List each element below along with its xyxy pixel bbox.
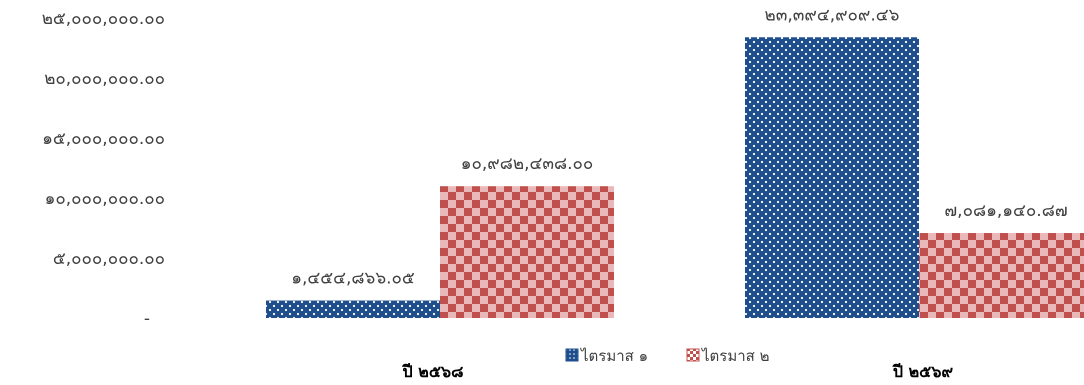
y-tick-label: ๑๕,๐๐๐,๐๐๐.๐๐ <box>42 129 165 149</box>
legend-label-q1: ไตรมาส ๑ <box>580 347 648 365</box>
x-category-label: ปี ๒๕๖๙ <box>891 362 953 381</box>
x-category-label: ปี ๒๕๖๘ <box>401 362 463 381</box>
legend-swatch-q1 <box>565 348 579 362</box>
bar-q2 <box>919 233 1084 318</box>
y-tick-label: - <box>144 309 150 329</box>
legend-label-q2: ไตรมาส ๒ <box>701 347 769 365</box>
bars-group <box>266 37 1084 319</box>
x-axis: ปี ๒๕๖๘ ปี ๒๕๖๙ <box>401 362 953 381</box>
data-label: ๒๓,๓๙๔,๙๐๙.๔๖ <box>765 5 900 25</box>
y-tick-label: ๕,๐๐๐,๐๐๐.๐๐ <box>53 249 165 269</box>
data-label: ๗,๐๘๑,๑๔๐.๘๗ <box>944 201 1067 221</box>
data-label: ๑๐,๙๘๒,๔๓๘.๐๐ <box>461 154 594 174</box>
y-tick-label: ๒๕,๐๐๐,๐๐๐.๐๐ <box>42 9 165 29</box>
data-label: ๑,๔๕๔,๘๖๖.๐๕ <box>291 269 415 289</box>
data-labels-group: ๑,๔๕๔,๘๖๖.๐๕ ๑๐,๙๘๒,๔๓๘.๐๐ ๒๓,๓๙๔,๙๐๙.๔๖๗,… <box>291 5 1067 288</box>
y-axis: - ๕,๐๐๐,๐๐๐.๐๐ ๑๐,๐๐๐,๐๐๐.๐๐ ๑๕,๐๐๐,๐๐๐.๐๐ ๒… <box>42 9 165 329</box>
bar-q2 <box>440 186 614 318</box>
bar-q1 <box>266 300 440 318</box>
bar-q1 <box>745 37 919 319</box>
y-tick-label: ๑๐,๐๐๐,๐๐๐.๐๐ <box>45 189 165 209</box>
y-tick-label: ๒๐,๐๐๐,๐๐๐.๐๐ <box>44 69 165 89</box>
legend: ไตรมาส ๑ ไตรมาส ๒ <box>565 347 769 365</box>
legend-swatch-q2 <box>686 348 700 362</box>
